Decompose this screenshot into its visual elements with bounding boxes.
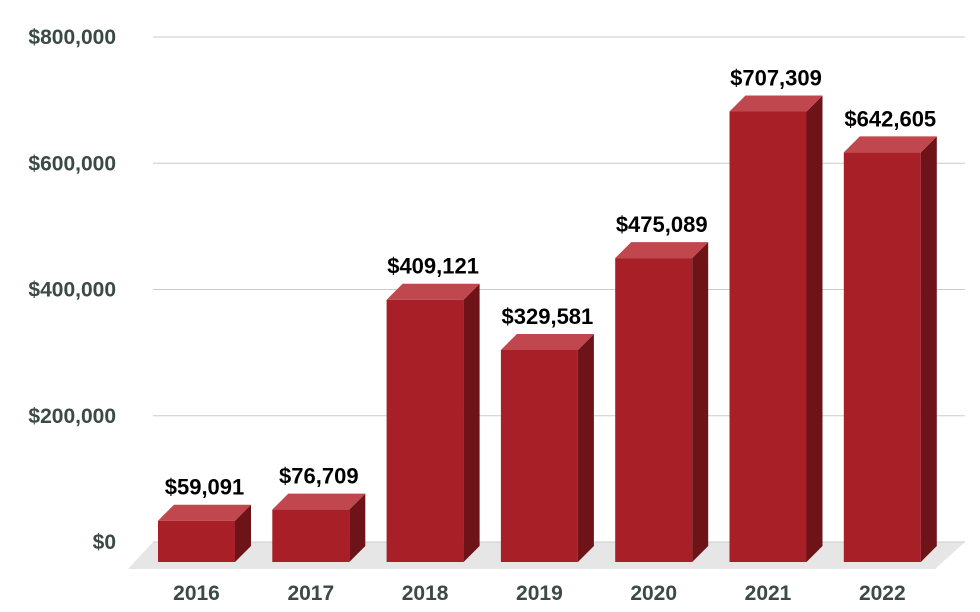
bar-top xyxy=(729,95,823,112)
data-label: $59,091 xyxy=(165,475,245,500)
y-tick-label: $800,000 xyxy=(28,26,116,49)
x-tick-label: 2021 xyxy=(745,582,792,605)
bar-top xyxy=(272,493,366,510)
bars xyxy=(158,95,937,562)
data-labels: $59,091 $76,709 $409,121 $329,581 $475,089 $7… xyxy=(165,66,936,500)
bar-front xyxy=(615,258,693,562)
x-tick-label: 2018 xyxy=(402,582,449,605)
y-tick-label: $600,000 xyxy=(28,152,116,175)
x-tick-label: 2019 xyxy=(516,582,563,605)
bar-front xyxy=(729,111,807,562)
bar-2018 xyxy=(386,283,480,562)
bar-2019 xyxy=(500,333,594,562)
data-label: $409,121 xyxy=(387,254,479,279)
bar-side xyxy=(235,504,251,562)
bar-2021 xyxy=(729,95,823,562)
bar-side xyxy=(692,242,709,562)
bar-side xyxy=(806,95,823,562)
bar-front xyxy=(272,509,350,562)
y-tick-label: $400,000 xyxy=(28,279,116,302)
data-label: $329,581 xyxy=(502,304,594,329)
data-label: $642,605 xyxy=(844,106,936,131)
bar-front xyxy=(386,299,464,562)
x-axis-ticks: 2016 2017 2018 2019 2020 2021 2022 xyxy=(173,582,906,605)
bar-top xyxy=(158,504,251,521)
bar-side xyxy=(463,283,480,562)
data-label: $76,709 xyxy=(279,464,359,489)
bar-front xyxy=(500,349,578,562)
bar-side xyxy=(577,333,594,562)
data-label: $475,089 xyxy=(616,212,708,237)
data-label: $707,309 xyxy=(730,66,822,91)
bar-2016 xyxy=(158,504,251,562)
bar-top xyxy=(500,333,594,350)
bar-front xyxy=(158,520,235,562)
bar-top xyxy=(386,283,480,300)
bar-2020 xyxy=(615,242,709,562)
bar-front xyxy=(843,152,921,562)
bar-side xyxy=(349,493,366,562)
x-tick-label: 2020 xyxy=(630,582,677,605)
x-tick-label: 2017 xyxy=(287,582,334,605)
x-tick-label: 2016 xyxy=(173,582,220,605)
bar-2022 xyxy=(843,136,937,562)
y-axis-ticks: $0 $200,000 $400,000 $600,000 $800,000 xyxy=(28,26,116,554)
bar-top xyxy=(843,136,937,153)
bar-side xyxy=(920,136,937,562)
bar-2017 xyxy=(272,493,366,562)
y-tick-label: $200,000 xyxy=(28,405,116,428)
bar-top xyxy=(615,242,709,259)
y-tick-label: $0 xyxy=(93,531,116,554)
x-tick-label: 2022 xyxy=(859,582,906,605)
